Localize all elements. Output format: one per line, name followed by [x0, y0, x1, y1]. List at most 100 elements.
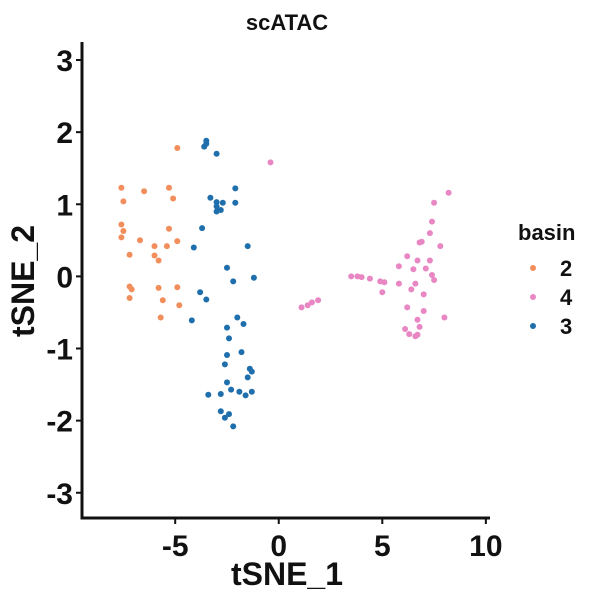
data-point — [155, 284, 162, 291]
x-axis-ticks: -5 0 5 10 — [162, 518, 503, 563]
legend-title: basin — [518, 220, 575, 245]
data-point — [381, 279, 388, 286]
data-point — [224, 379, 230, 386]
data-point — [118, 184, 125, 191]
data-point — [120, 198, 127, 205]
data-point — [197, 289, 204, 296]
y-tick-label: -3 — [46, 478, 73, 511]
data-point — [267, 159, 274, 166]
x-axis-title: tSNE_1 — [231, 556, 343, 592]
data-point — [348, 273, 355, 280]
series-group-3 — [188, 137, 257, 430]
data-point — [126, 295, 133, 301]
data-point — [230, 278, 237, 285]
legend-label: 3 — [560, 314, 572, 339]
data-point — [234, 314, 241, 321]
data-point — [137, 237, 143, 244]
data-point — [118, 234, 125, 241]
data-point — [437, 243, 444, 250]
data-point — [224, 264, 230, 271]
data-point — [228, 386, 235, 393]
data-point — [232, 185, 239, 192]
data-point — [151, 252, 158, 259]
x-tick-label: -5 — [162, 530, 189, 563]
data-point — [445, 189, 452, 196]
y-axis-title: tSNE_2 — [5, 225, 41, 337]
data-point — [366, 275, 373, 282]
data-point — [166, 225, 172, 232]
data-point — [120, 228, 127, 234]
data-point — [190, 244, 197, 251]
data-point — [188, 317, 195, 324]
x-tick-label: 5 — [374, 530, 391, 563]
data-point — [213, 208, 220, 215]
data-point — [201, 143, 208, 150]
data-point — [414, 316, 421, 323]
legend-marker — [530, 265, 536, 271]
data-point — [298, 304, 305, 311]
data-point — [379, 289, 386, 296]
data-point — [224, 324, 230, 331]
plot-area — [118, 137, 452, 430]
data-point — [422, 265, 429, 272]
legend-label: 2 — [560, 256, 572, 281]
data-point — [159, 297, 166, 304]
data-point — [404, 253, 411, 260]
data-point — [406, 331, 413, 338]
x-tick-label: 10 — [469, 530, 502, 563]
data-point — [414, 331, 421, 338]
data-point — [203, 296, 210, 303]
data-point — [431, 277, 438, 283]
data-point — [163, 243, 170, 250]
data-point — [238, 349, 245, 356]
data-point — [426, 230, 433, 237]
data-point — [226, 335, 232, 342]
data-point — [358, 274, 365, 281]
data-point — [221, 414, 228, 421]
data-point — [221, 361, 228, 368]
y-axis-ticks: -3 -2 -1 0 1 2 3 — [46, 45, 82, 511]
data-point — [402, 326, 409, 332]
data-point — [420, 291, 427, 298]
data-point — [213, 150, 220, 157]
data-point — [157, 314, 164, 321]
data-point — [240, 321, 247, 327]
data-point — [315, 297, 322, 304]
data-point — [217, 408, 224, 415]
data-point — [441, 314, 448, 321]
y-tick-label: 1 — [56, 189, 73, 222]
data-point — [250, 274, 257, 281]
data-point — [151, 243, 158, 250]
data-point — [176, 302, 183, 309]
data-point — [242, 392, 249, 399]
data-point — [414, 257, 421, 264]
data-point — [408, 286, 415, 293]
chart-title: scATAC — [246, 10, 328, 35]
data-point — [174, 238, 181, 245]
data-point — [213, 199, 220, 206]
data-point — [174, 284, 181, 291]
data-point — [199, 225, 206, 232]
data-point — [219, 199, 226, 206]
data-point — [431, 199, 438, 206]
data-point — [248, 388, 255, 395]
y-tick-label: 3 — [56, 45, 73, 78]
data-point — [141, 188, 148, 195]
data-point — [174, 145, 181, 151]
data-point — [213, 203, 220, 210]
series-group-4 — [267, 159, 452, 340]
data-point — [230, 423, 237, 430]
data-point — [205, 391, 212, 398]
data-point — [412, 280, 419, 287]
legend: basin 2 4 3 — [518, 220, 575, 339]
legend-marker — [530, 323, 536, 329]
data-point — [304, 302, 311, 309]
data-point — [155, 257, 162, 264]
data-point — [395, 263, 402, 270]
y-tick-label: -1 — [46, 334, 73, 367]
legend-marker — [530, 294, 536, 300]
data-point — [207, 194, 214, 201]
data-point — [236, 388, 243, 395]
data-point — [420, 308, 427, 314]
